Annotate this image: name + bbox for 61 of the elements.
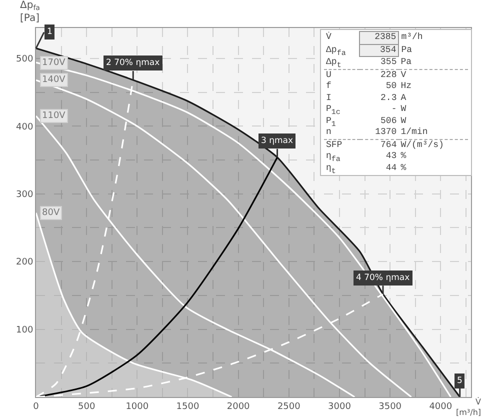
x-tick-label: 1000 — [126, 402, 149, 412]
annotation: U — [324, 69, 360, 81]
x-tick-label: 4000 — [429, 402, 452, 412]
annotation: 506 — [380, 116, 398, 127]
annotation: 1/min — [400, 127, 429, 139]
annotation: 354 — [360, 44, 399, 56]
annotation: P$_{1c}$ — [325, 104, 342, 117]
annotation: V̇ — [325, 32, 332, 44]
x-axis-title: V̇ [m³/h] — [456, 397, 482, 417]
y-tick-label: 100 — [16, 325, 34, 336]
annotation: 1370 — [374, 127, 398, 139]
annotation: % — [400, 151, 408, 162]
y-tick-label: 500 — [16, 54, 34, 65]
y-tick-label: 200 — [16, 258, 34, 268]
series-label: 80V — [42, 208, 60, 218]
annotation: I — [325, 92, 332, 104]
annotation: Δp$_{fa}$ — [325, 44, 347, 58]
annotation: V — [398, 69, 468, 81]
annotation: 5 — [457, 376, 462, 386]
annotation: η$_{t}$ — [325, 162, 337, 176]
annotation: 3 ηmax — [261, 136, 294, 146]
series-label: 170V — [42, 58, 66, 68]
annotation: 2 70% ηmax — [106, 58, 160, 68]
y-tick-label: 300 — [16, 190, 34, 200]
annotation: m³/h — [400, 32, 424, 44]
annotation: A — [400, 92, 408, 104]
x-tick-label: 3000 — [328, 402, 352, 412]
annotation: 2.3 — [380, 92, 398, 104]
annotation: 1 — [47, 27, 52, 37]
series-label: 110V — [42, 111, 66, 121]
x-tick-label: 3500 — [378, 402, 402, 412]
annotation: 228 — [360, 69, 399, 81]
x-tick-label: 500 — [78, 402, 96, 412]
x-tick-label: 1500 — [176, 402, 200, 412]
y-axis-title: Δp$_{fa}$ [Pa] — [20, 0, 40, 24]
annotation: Pa — [400, 56, 413, 69]
annotation: W/(m³/s) — [398, 139, 468, 151]
annotation: SFP — [324, 139, 360, 151]
annotation: n — [325, 127, 332, 139]
annotation: 43 — [384, 151, 398, 162]
annotation: 50 — [384, 81, 398, 92]
annotation: % — [400, 162, 408, 174]
annotation: Pa — [400, 44, 414, 56]
annotation: f — [325, 81, 332, 92]
annotation: Hz — [400, 81, 413, 92]
annotation: W — [400, 116, 408, 127]
annotation: 355 — [380, 56, 398, 69]
annotation: η$_{fa}$ — [325, 151, 342, 164]
x-tick-label: 0 — [33, 402, 40, 412]
annotation: 44 — [384, 162, 398, 174]
x-tick-label: 2500 — [277, 402, 301, 412]
annotation: 764 — [360, 139, 399, 151]
series-label: 140V — [42, 75, 66, 85]
annotation: 4 70% ηmax — [356, 273, 410, 283]
annotation: 2385 — [360, 32, 399, 44]
annotation: Δp$_{t}$ — [325, 56, 342, 70]
x-tick-label: 2000 — [226, 402, 250, 412]
annotation: W — [400, 104, 408, 116]
annotation: P$_{1}$ — [325, 116, 337, 128]
annotation: - — [390, 104, 398, 116]
y-tick-label: 400 — [16, 122, 34, 132]
